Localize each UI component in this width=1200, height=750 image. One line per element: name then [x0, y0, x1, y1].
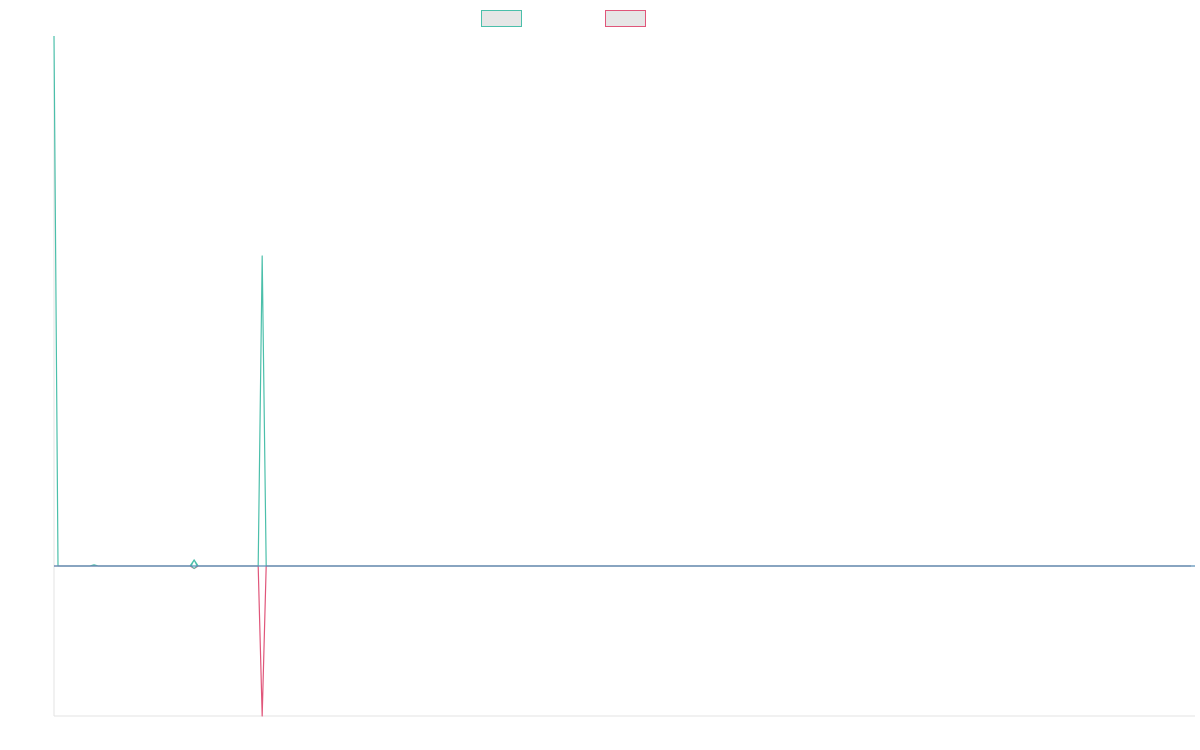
legend-swatch-1[interactable]: [481, 10, 522, 27]
legend-item-2[interactable]: [605, 10, 646, 27]
axes: [53, 36, 1195, 717]
legend-swatch-2[interactable]: [605, 10, 646, 27]
series-line-1: [53, 35, 1191, 567]
series-blip-marker: [190, 558, 198, 570]
series-lines: [53, 35, 1191, 717]
legend-item-1[interactable]: [481, 10, 522, 27]
series-line-2: [54, 565, 1191, 717]
legend[interactable]: [481, 10, 646, 27]
